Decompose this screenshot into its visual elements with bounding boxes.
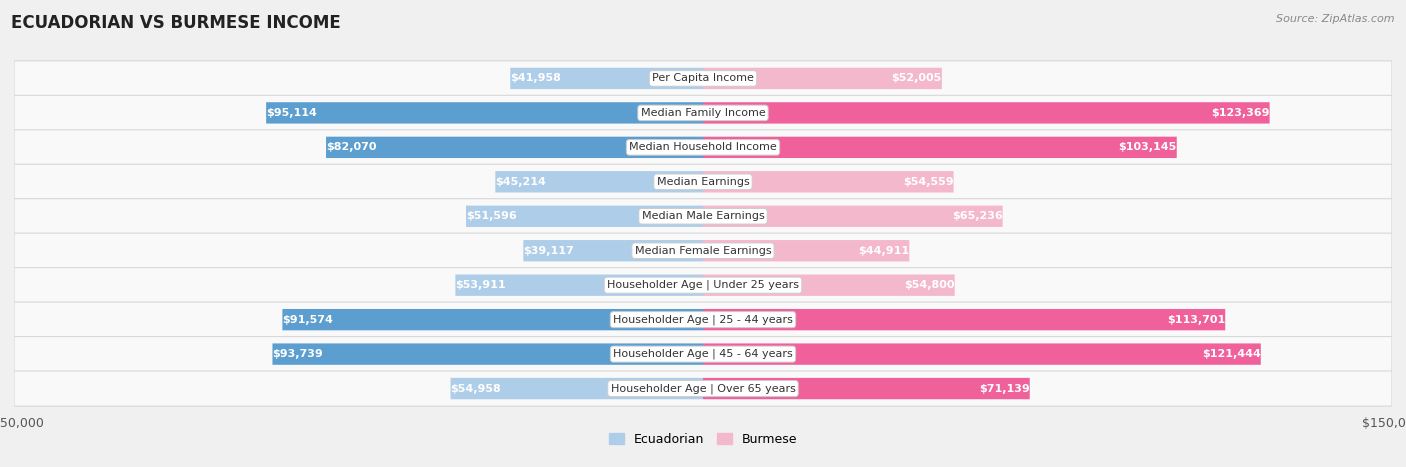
FancyBboxPatch shape [703,378,1029,399]
FancyBboxPatch shape [14,198,1392,234]
FancyBboxPatch shape [456,275,703,296]
Text: $52,005: $52,005 [891,73,942,84]
Text: $51,596: $51,596 [465,211,517,221]
Text: $45,214: $45,214 [495,177,546,187]
Text: $44,911: $44,911 [858,246,910,256]
FancyBboxPatch shape [495,171,703,192]
Text: Householder Age | 25 - 44 years: Householder Age | 25 - 44 years [613,314,793,325]
FancyBboxPatch shape [703,102,1270,124]
Text: ECUADORIAN VS BURMESE INCOME: ECUADORIAN VS BURMESE INCOME [11,14,342,32]
FancyBboxPatch shape [703,309,1225,330]
FancyBboxPatch shape [326,137,703,158]
Text: Median Male Earnings: Median Male Earnings [641,211,765,221]
FancyBboxPatch shape [14,337,1392,372]
FancyBboxPatch shape [14,95,1392,130]
Text: $54,958: $54,958 [450,383,502,394]
FancyBboxPatch shape [266,102,703,124]
Text: $93,739: $93,739 [273,349,323,359]
Text: $82,070: $82,070 [326,142,377,152]
Text: Median Household Income: Median Household Income [628,142,778,152]
Text: $41,958: $41,958 [510,73,561,84]
Text: Householder Age | Over 65 years: Householder Age | Over 65 years [610,383,796,394]
FancyBboxPatch shape [14,302,1392,337]
FancyBboxPatch shape [14,164,1392,199]
Text: $54,559: $54,559 [903,177,953,187]
Legend: Ecuadorian, Burmese: Ecuadorian, Burmese [603,428,803,451]
FancyBboxPatch shape [273,343,703,365]
FancyBboxPatch shape [703,137,1177,158]
Text: $103,145: $103,145 [1119,142,1177,152]
Text: $113,701: $113,701 [1167,315,1225,325]
FancyBboxPatch shape [14,233,1392,269]
Text: Per Capita Income: Per Capita Income [652,73,754,84]
FancyBboxPatch shape [703,68,942,89]
Text: $53,911: $53,911 [456,280,506,290]
FancyBboxPatch shape [510,68,703,89]
Text: $39,117: $39,117 [523,246,574,256]
FancyBboxPatch shape [14,371,1392,406]
Text: Source: ZipAtlas.com: Source: ZipAtlas.com [1277,14,1395,24]
Text: $71,139: $71,139 [979,383,1029,394]
Text: $95,114: $95,114 [266,108,316,118]
FancyBboxPatch shape [14,130,1392,165]
FancyBboxPatch shape [14,61,1392,96]
Text: $65,236: $65,236 [952,211,1002,221]
FancyBboxPatch shape [703,275,955,296]
FancyBboxPatch shape [283,309,703,330]
FancyBboxPatch shape [703,205,1002,227]
Text: $54,800: $54,800 [904,280,955,290]
Text: $91,574: $91,574 [283,315,333,325]
FancyBboxPatch shape [450,378,703,399]
Text: Householder Age | Under 25 years: Householder Age | Under 25 years [607,280,799,290]
Text: Median Earnings: Median Earnings [657,177,749,187]
Text: $123,369: $123,369 [1211,108,1270,118]
FancyBboxPatch shape [523,240,703,262]
Text: Householder Age | 45 - 64 years: Householder Age | 45 - 64 years [613,349,793,359]
FancyBboxPatch shape [465,205,703,227]
Text: Median Family Income: Median Family Income [641,108,765,118]
FancyBboxPatch shape [703,171,953,192]
FancyBboxPatch shape [14,268,1392,303]
FancyBboxPatch shape [703,343,1261,365]
Text: Median Female Earnings: Median Female Earnings [634,246,772,256]
FancyBboxPatch shape [703,240,910,262]
Text: $121,444: $121,444 [1202,349,1261,359]
